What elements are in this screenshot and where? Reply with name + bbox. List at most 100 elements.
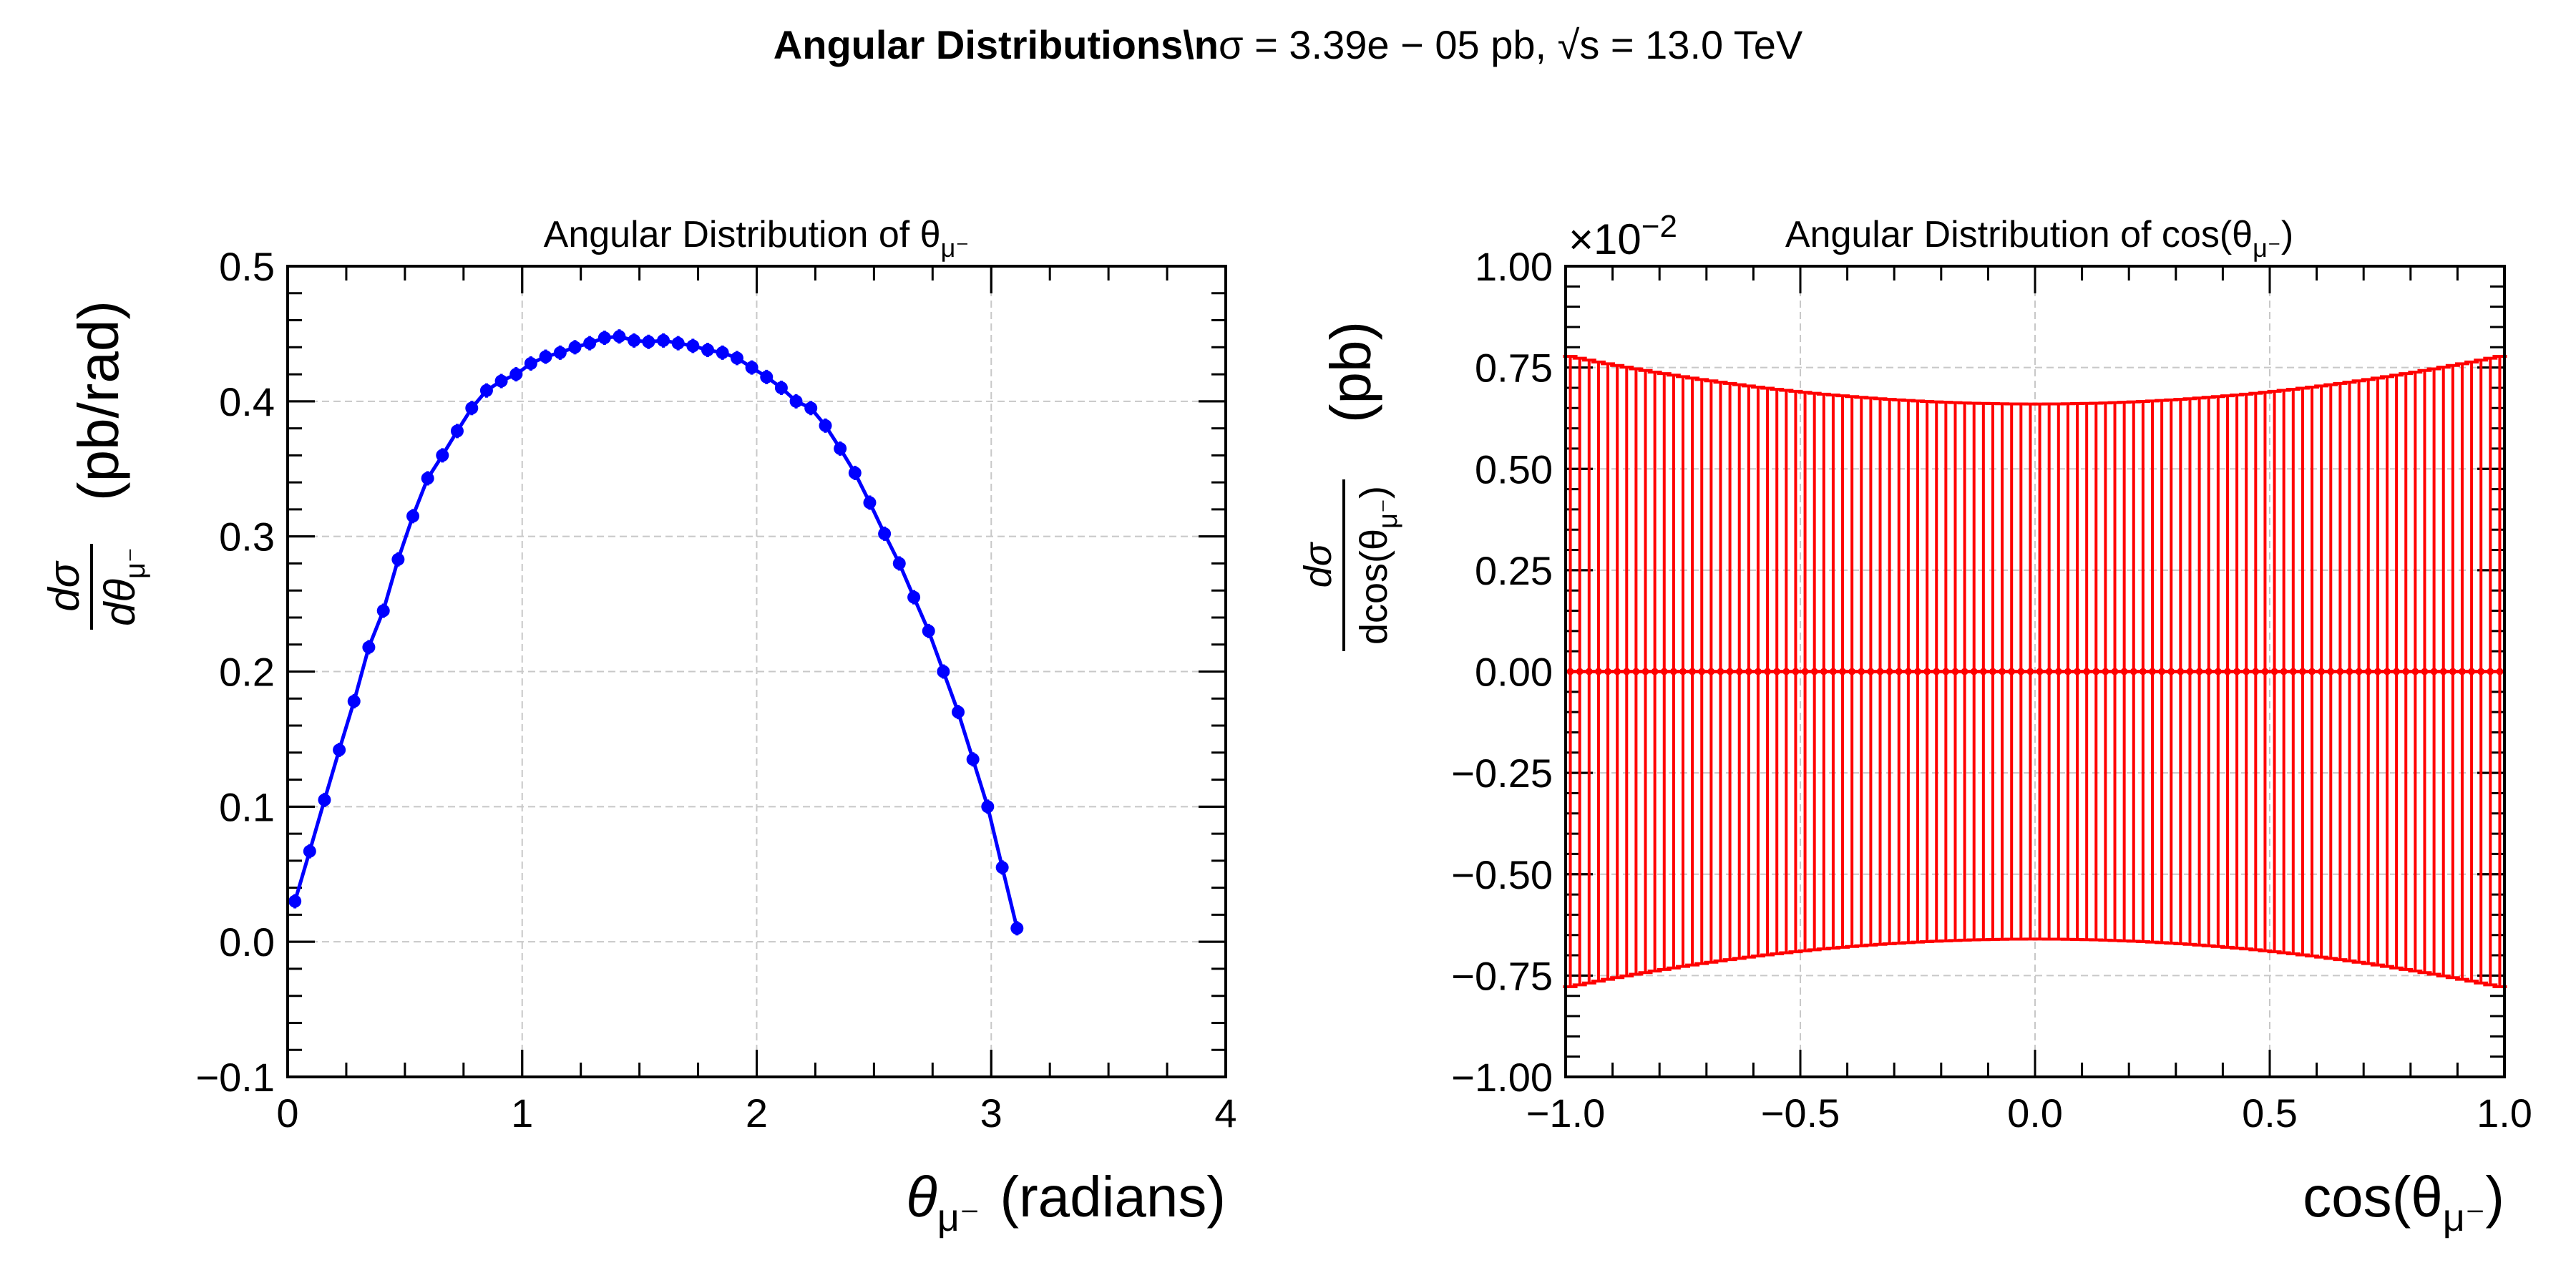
left-data-point bbox=[760, 370, 774, 384]
left-data-point bbox=[966, 753, 980, 766]
right-chart-title: Angular Distribution of cos(θμ⁻) bbox=[1785, 214, 2293, 263]
left-data-point bbox=[391, 552, 405, 566]
right-ytick-label: 1.00 bbox=[1475, 244, 1553, 289]
left-data-point bbox=[716, 346, 729, 359]
left-ytick-label: 0.0 bbox=[219, 919, 275, 965]
right-data-point bbox=[1632, 668, 1640, 675]
left-data-point bbox=[789, 394, 803, 408]
right-data-point bbox=[2355, 668, 2363, 675]
right-data-point bbox=[2487, 668, 2494, 675]
left-xtick-label: 4 bbox=[1214, 1091, 1236, 1136]
right-data-point bbox=[2008, 668, 2016, 675]
right-data-point bbox=[1914, 668, 1921, 675]
right-data-point bbox=[2139, 668, 2147, 675]
right-data-point bbox=[1989, 668, 1996, 675]
right-data-point bbox=[2205, 668, 2212, 675]
right-data-point bbox=[2364, 668, 2372, 675]
right-xtick-label: 0.5 bbox=[2242, 1091, 2298, 1136]
right-data-point bbox=[1594, 668, 1602, 675]
right-data-point bbox=[2026, 668, 2034, 675]
right-data-point bbox=[1782, 668, 1790, 675]
left-data-point bbox=[657, 333, 670, 347]
left-xtick-label: 3 bbox=[980, 1091, 1002, 1136]
chart-left: 0 1 2 3 4 −0.1 0.0 0.1 0.2 0.3 0.4 0.5 Angular Dist… bbox=[40, 214, 1237, 1239]
left-data-point bbox=[479, 384, 493, 397]
left-xtick-label: 1 bbox=[511, 1091, 533, 1136]
right-ticklabels: −1.0 −0.5 0.0 0.5 1.0 −1.00 −0.75 −0.50 −0.25 0.0… bbox=[1451, 244, 2532, 1136]
left-data-point bbox=[686, 339, 700, 353]
right-data-point bbox=[2149, 668, 2156, 675]
left-xtick-label: 2 bbox=[746, 1091, 768, 1136]
right-xtick-label: 0.0 bbox=[2007, 1091, 2063, 1136]
right-data-point bbox=[2270, 668, 2278, 675]
right-data-point bbox=[1801, 668, 1809, 675]
right-data-point bbox=[2298, 668, 2306, 675]
right-data-point bbox=[1810, 668, 1818, 675]
left-ylabel-unit: (pb/rad) bbox=[67, 301, 130, 501]
right-data-point bbox=[1923, 668, 1931, 675]
right-ytick-label: −0.50 bbox=[1451, 852, 1553, 897]
left-data-point bbox=[376, 604, 390, 618]
right-data-point bbox=[1585, 668, 1593, 675]
left-data-point bbox=[878, 527, 892, 540]
left-data-point bbox=[436, 449, 449, 462]
right-data-point bbox=[1895, 668, 1903, 675]
right-xtick-label: −0.5 bbox=[1761, 1091, 1840, 1136]
left-data-point bbox=[347, 695, 361, 708]
left-data-point bbox=[539, 350, 552, 364]
left-data-point bbox=[406, 509, 420, 523]
chart-right: −1.0 −0.5 0.0 0.5 1.0 −1.00 −0.75 −0.50 −0.25 0.0… bbox=[1297, 209, 2532, 1239]
left-data-point bbox=[981, 800, 995, 814]
left-series bbox=[288, 329, 1024, 936]
right-data-point bbox=[2402, 668, 2410, 675]
right-data-point bbox=[1951, 668, 1959, 675]
right-data-point bbox=[1933, 668, 1941, 675]
left-data-point bbox=[465, 401, 479, 415]
right-xtick-label: −1.0 bbox=[1526, 1091, 1606, 1136]
right-data-point bbox=[1764, 668, 1772, 675]
left-series-line bbox=[293, 334, 1019, 929]
right-data-point bbox=[2373, 668, 2381, 675]
right-data-point bbox=[2177, 668, 2185, 675]
right-data-point bbox=[1961, 668, 1968, 675]
right-data-point bbox=[1566, 668, 1574, 675]
right-data-point bbox=[1669, 668, 1677, 675]
right-data-point bbox=[2280, 668, 2288, 675]
right-data-point bbox=[1689, 668, 1697, 675]
left-data-point bbox=[303, 844, 316, 858]
right-data-point bbox=[2318, 668, 2326, 675]
right-x-axis-label: cos(θμ⁻) bbox=[2303, 1165, 2504, 1239]
left-chart-title: Angular Distribution of θμ⁻ bbox=[544, 214, 970, 263]
right-data-point bbox=[2092, 668, 2100, 675]
right-data-point bbox=[2064, 668, 2072, 675]
right-offset-text: ×10−2 bbox=[1568, 209, 1677, 263]
left-ytick-label: 0.1 bbox=[219, 784, 275, 829]
left-data-point bbox=[745, 361, 758, 374]
left-data-point bbox=[819, 419, 832, 432]
right-data-point bbox=[2393, 668, 2401, 675]
right-ytick-label: −0.75 bbox=[1451, 953, 1553, 998]
left-data-point bbox=[642, 335, 655, 348]
left-data-point bbox=[362, 640, 376, 654]
left-data-point bbox=[774, 381, 788, 394]
left-data-point bbox=[288, 894, 302, 908]
left-data-point bbox=[834, 441, 847, 455]
left-data-point bbox=[863, 496, 877, 509]
right-ylabel-num: dσ bbox=[1297, 541, 1340, 587]
right-data-point bbox=[2458, 668, 2466, 675]
right-plot-frame bbox=[1564, 265, 2506, 1078]
left-y-axis-label: dσ dθμ⁻ (pb/rad) bbox=[40, 301, 151, 630]
right-data-point bbox=[2336, 668, 2344, 675]
right-data-point bbox=[2186, 668, 2194, 675]
right-data-point bbox=[1792, 668, 1800, 675]
suptitle-rest: σ = 3.39e − 05 pb, √s = 13.0 TeV bbox=[1219, 22, 1803, 67]
right-data-point bbox=[2223, 668, 2231, 675]
right-data-point bbox=[1829, 668, 1837, 675]
right-data-point bbox=[2074, 668, 2082, 675]
right-data-point bbox=[2054, 668, 2062, 675]
right-data-point bbox=[2233, 668, 2241, 675]
right-data-point bbox=[1576, 668, 1584, 675]
left-ticklabels: 0 1 2 3 4 −0.1 0.0 0.1 0.2 0.3 0.4 0.5 bbox=[195, 244, 1236, 1136]
left-data-point bbox=[848, 466, 862, 479]
left-plot-frame bbox=[286, 265, 1227, 1078]
